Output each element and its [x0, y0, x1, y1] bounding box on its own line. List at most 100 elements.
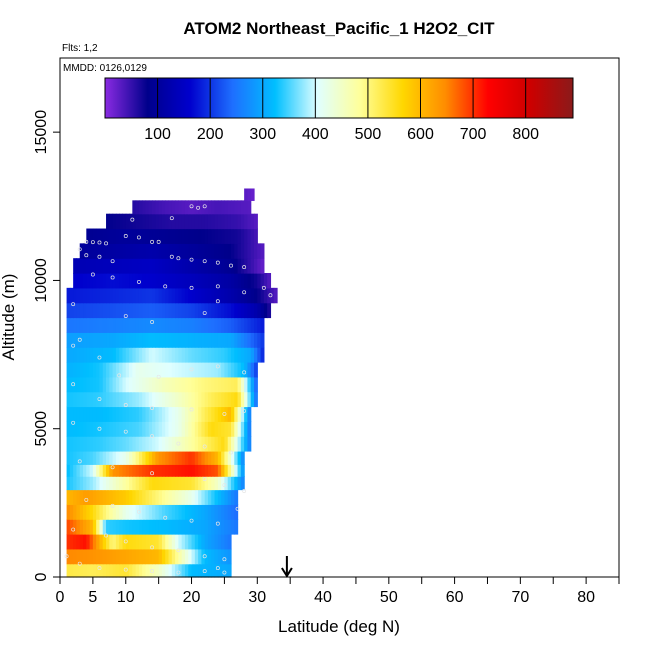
heatmap-cell: [152, 347, 156, 363]
heatmap-cell: [129, 376, 133, 393]
heatmap-cell: [148, 376, 153, 393]
heatmap-cell: [194, 436, 199, 452]
heatmap-cell: [109, 317, 114, 333]
heatmap-cell: [115, 376, 120, 393]
sample-point: [242, 370, 247, 375]
heatmap-cell: [89, 504, 94, 520]
heatmap-cell: [119, 504, 124, 520]
heatmap-cell: [171, 436, 176, 452]
heatmap-cell: [102, 376, 107, 393]
heatmap-cell: [198, 436, 202, 452]
heatmap-cell: [109, 548, 114, 565]
heatmap-cell: [217, 317, 222, 333]
heatmap-cell: [135, 476, 140, 491]
heatmap-cell: [109, 332, 114, 348]
heatmap-cell: [76, 548, 81, 565]
heatmap-cell: [175, 317, 179, 333]
heatmap-cell: [191, 436, 196, 452]
heatmap-cell: [125, 302, 130, 319]
heatmap-cell: [83, 332, 87, 348]
heatmap-cell: [194, 489, 199, 505]
heatmap-cell: [125, 332, 130, 348]
heatmap-cell: [69, 504, 74, 520]
heatmap-cell: [76, 519, 81, 535]
heatmap-cell: [145, 504, 150, 520]
heatmap-cell: [165, 519, 170, 535]
heatmap-cell: [89, 450, 94, 465]
heatmap-cell: [106, 228, 110, 244]
heatmap-cell: [109, 376, 114, 393]
heatmap-cell: [138, 317, 143, 333]
heatmap-cell: [175, 200, 179, 215]
heatmap-cell: [106, 476, 110, 491]
heatmap-cell: [181, 504, 186, 520]
heatmap-cell: [119, 273, 124, 289]
heatmap-cell: [135, 302, 140, 319]
heatmap-cell: [102, 258, 107, 274]
sample-point: [136, 509, 141, 514]
heatmap-cell: [66, 347, 71, 363]
colorbar-tick-label: 500: [355, 126, 382, 143]
heatmap-cell: [155, 534, 160, 550]
heatmap-cell: [191, 548, 196, 565]
sample-point: [97, 240, 102, 245]
heatmap-cell: [254, 273, 258, 289]
heatmap-cell: [175, 332, 179, 348]
heatmap-cell: [181, 548, 186, 565]
heatmap-cell: [135, 421, 140, 437]
heatmap-cell: [250, 287, 255, 304]
heatmap-cell: [112, 421, 117, 437]
heatmap-cell: [138, 361, 143, 378]
heatmap-cell: [69, 436, 74, 452]
heatmap-cell: [260, 287, 265, 304]
heatmap-cell: [207, 391, 212, 408]
heatmap-cell: [83, 519, 87, 535]
heatmap-cell: [254, 347, 258, 363]
heatmap-cell: [224, 476, 229, 491]
heatmap-cell: [142, 534, 147, 550]
heatmap-cell: [155, 332, 160, 348]
heatmap-cell: [237, 476, 242, 491]
heatmap-cell: [191, 228, 196, 244]
heatmap-cell: [96, 450, 101, 465]
heatmap-cell: [227, 273, 232, 289]
heatmap-cell: [158, 548, 163, 565]
heatmap-cell: [194, 450, 199, 465]
heatmap-cell: [207, 361, 212, 378]
heatmap-cell: [214, 347, 219, 363]
x-tick-label: 80: [577, 589, 595, 606]
heatmap-cell: [99, 332, 104, 348]
heatmap-cell: [237, 332, 242, 348]
heatmap-cell: [122, 243, 127, 259]
heatmap-cell: [207, 476, 212, 491]
heatmap-cell: [171, 519, 176, 535]
heatmap-cell: [227, 548, 232, 565]
sample-point: [242, 489, 247, 493]
sample-point: [104, 533, 108, 538]
heatmap-cell: [211, 347, 216, 363]
sample-point: [130, 217, 135, 222]
heatmap-cell: [257, 243, 262, 259]
heatmap-cell: [79, 376, 84, 393]
heatmap-cell: [99, 243, 104, 259]
heatmap-cell: [257, 287, 262, 304]
heatmap-cell: [102, 228, 107, 244]
heatmap-cell: [260, 302, 265, 319]
x-tick-label: 10: [117, 589, 135, 606]
heatmap-cell: [240, 332, 245, 348]
heatmap-cell: [161, 258, 166, 274]
heatmap-cell: [96, 489, 101, 505]
heatmap-cell: [138, 200, 143, 215]
heatmap-cell: [158, 317, 163, 333]
heatmap-cell: [106, 391, 110, 408]
heatmap-cell: [142, 391, 147, 408]
heatmap-cell: [148, 504, 153, 520]
heatmap-cell: [171, 450, 176, 465]
x-tick-label: 0: [56, 589, 65, 606]
heatmap-cell: [188, 563, 193, 578]
sample-point: [97, 426, 102, 431]
heatmap-cell: [83, 504, 87, 520]
heatmap-cell: [204, 376, 209, 393]
heatmap-cell: [175, 258, 179, 274]
heatmap-cell: [191, 563, 196, 578]
